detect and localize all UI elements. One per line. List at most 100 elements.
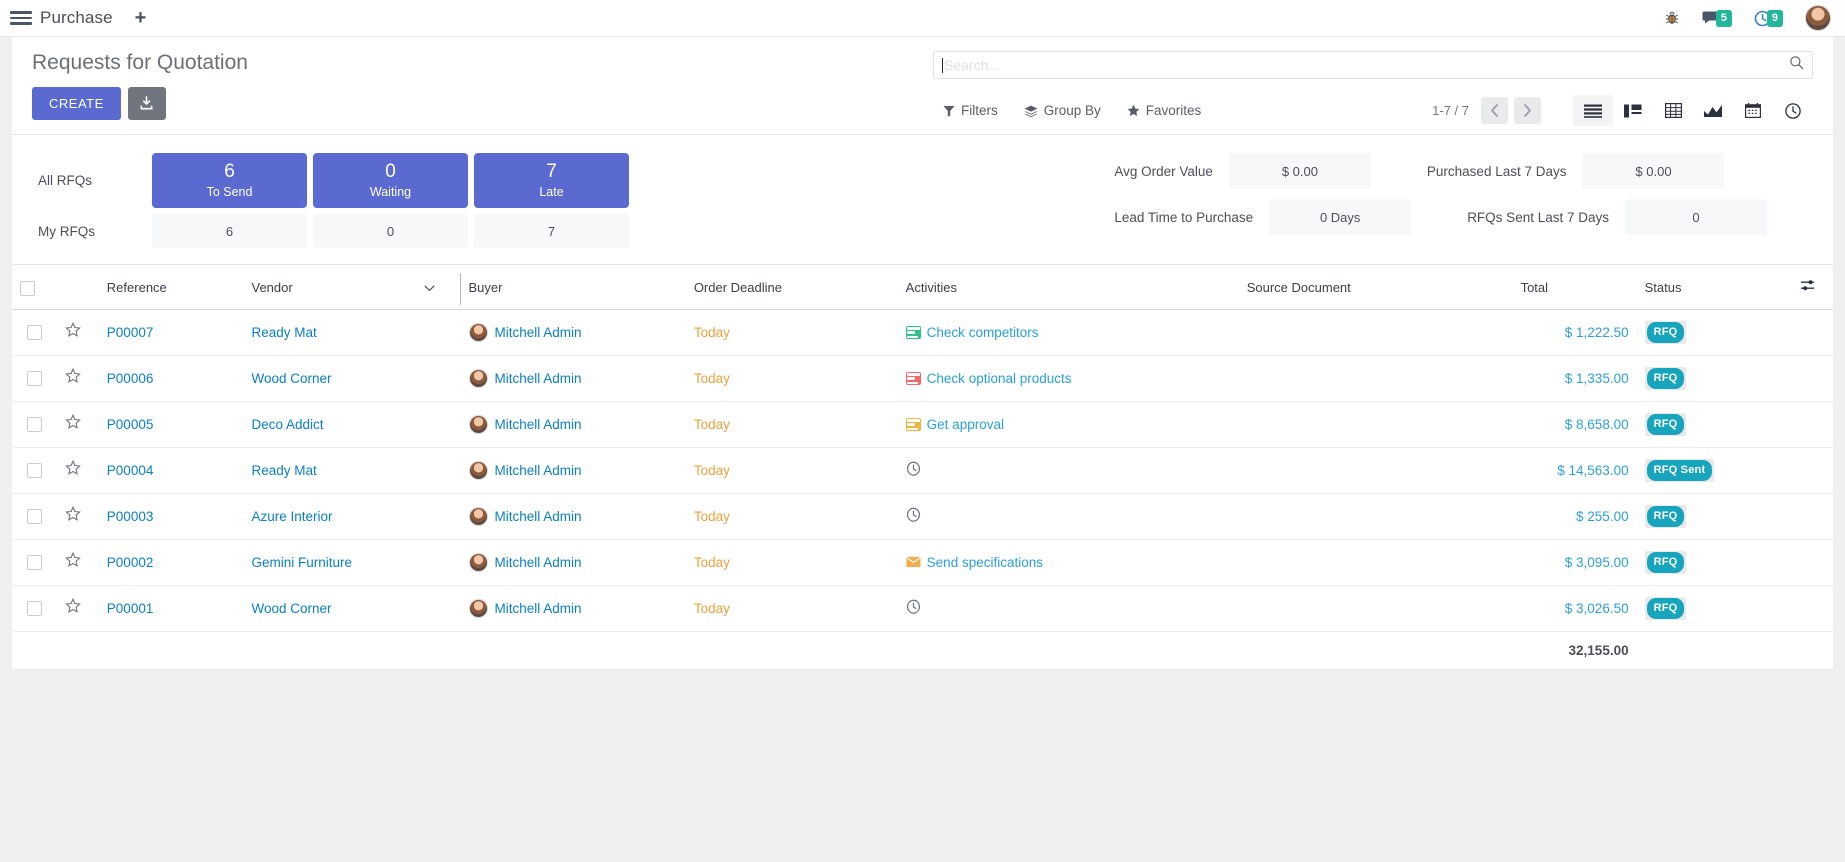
header-total[interactable]: Total bbox=[1512, 265, 1637, 310]
row-activities-cell[interactable]: Get approval bbox=[897, 401, 1239, 448]
star-icon[interactable] bbox=[65, 597, 82, 618]
pivot-view-icon[interactable] bbox=[1653, 95, 1693, 126]
column-options-icon[interactable] bbox=[1791, 265, 1833, 310]
row-checkbox[interactable] bbox=[27, 325, 43, 341]
star-icon[interactable] bbox=[65, 367, 82, 388]
create-button[interactable]: CREATE bbox=[32, 87, 121, 120]
buyer-name[interactable]: Mitchell Admin bbox=[494, 325, 582, 340]
row-activities-cell[interactable] bbox=[897, 493, 1239, 540]
table-row[interactable]: P00001 Wood Corner Mitchell Admin Today $ 3,… bbox=[12, 585, 1833, 632]
lead-time-value[interactable]: 0 Days bbox=[1269, 199, 1412, 235]
purchased-last-7-days-value[interactable]: $ 0.00 bbox=[1582, 153, 1725, 189]
row-buyer-cell[interactable]: Mitchell Admin bbox=[460, 355, 686, 402]
reference-link[interactable]: P00003 bbox=[106, 509, 154, 524]
activity-label[interactable]: Check competitors bbox=[926, 325, 1039, 340]
favorites-button[interactable]: Favorites bbox=[1127, 103, 1201, 118]
table-row[interactable]: P00005 Deco Addict Mitchell Admin Today Get … bbox=[12, 401, 1833, 448]
row-reference-cell[interactable]: P00002 bbox=[98, 539, 244, 586]
buyer-name[interactable]: Mitchell Admin bbox=[494, 371, 582, 386]
star-icon[interactable] bbox=[65, 505, 82, 526]
row-vendor-cell[interactable]: Gemini Furniture bbox=[243, 539, 461, 586]
row-activities-cell[interactable]: Send specifications bbox=[897, 539, 1239, 586]
reference-link[interactable]: P00001 bbox=[106, 601, 154, 616]
kpi-waiting-mine[interactable]: 0 bbox=[313, 214, 468, 248]
reference-link[interactable]: P00007 bbox=[106, 325, 154, 340]
kpi-to-send-mine[interactable]: 6 bbox=[152, 214, 307, 248]
vendor-link[interactable]: Azure Interior bbox=[251, 509, 333, 524]
buyer-name[interactable]: Mitchell Admin bbox=[494, 555, 582, 570]
row-vendor-cell[interactable]: Ready Mat bbox=[243, 447, 461, 494]
kpi-late-mine[interactable]: 7 bbox=[474, 214, 629, 248]
row-activities-cell[interactable]: Check competitors bbox=[897, 309, 1239, 356]
vendor-link[interactable]: Deco Addict bbox=[251, 417, 324, 432]
hamburger-menu-icon[interactable] bbox=[10, 9, 32, 27]
reference-link[interactable]: P00006 bbox=[106, 371, 154, 386]
search-icon[interactable] bbox=[1789, 55, 1804, 75]
row-checkbox[interactable] bbox=[27, 601, 43, 617]
list-view-icon[interactable] bbox=[1573, 95, 1613, 126]
vendor-link[interactable]: Ready Mat bbox=[251, 463, 317, 478]
row-buyer-cell[interactable]: Mitchell Admin bbox=[460, 585, 686, 632]
row-vendor-cell[interactable]: Wood Corner bbox=[243, 585, 461, 632]
header-reference[interactable]: Reference bbox=[98, 265, 244, 310]
header-buyer[interactable]: Buyer bbox=[460, 265, 686, 310]
vendor-link[interactable]: Gemini Furniture bbox=[251, 555, 353, 570]
avatar[interactable] bbox=[1805, 5, 1831, 31]
reference-link[interactable]: P00005 bbox=[106, 417, 154, 432]
activity-label[interactable]: Get approval bbox=[926, 417, 1004, 432]
header-activities[interactable]: Activities bbox=[897, 265, 1239, 310]
row-reference-cell[interactable]: P00005 bbox=[98, 401, 244, 448]
activity-label[interactable]: Send specifications bbox=[926, 555, 1043, 570]
row-buyer-cell[interactable]: Mitchell Admin bbox=[460, 493, 686, 540]
row-buyer-cell[interactable]: Mitchell Admin bbox=[460, 539, 686, 586]
calendar-view-icon[interactable] bbox=[1733, 95, 1773, 126]
star-icon[interactable] bbox=[65, 551, 82, 572]
star-icon[interactable] bbox=[65, 413, 82, 434]
star-icon[interactable] bbox=[65, 459, 82, 480]
kpi-waiting-all[interactable]: 0 Waiting bbox=[313, 153, 468, 208]
row-buyer-cell[interactable]: Mitchell Admin bbox=[460, 447, 686, 494]
header-status[interactable]: Status bbox=[1636, 265, 1792, 310]
table-row[interactable]: P00004 Ready Mat Mitchell Admin Today $ 14,5… bbox=[12, 447, 1833, 494]
clock-icon[interactable] bbox=[906, 507, 921, 526]
kpi-to-send-all[interactable]: 6 To Send bbox=[152, 153, 307, 208]
row-activities-cell[interactable] bbox=[897, 447, 1239, 494]
pager-next-button[interactable] bbox=[1514, 97, 1541, 124]
vendor-link[interactable]: Ready Mat bbox=[251, 325, 317, 340]
table-row[interactable]: P00007 Ready Mat Mitchell Admin Today Check … bbox=[12, 309, 1833, 356]
row-buyer-cell[interactable]: Mitchell Admin bbox=[460, 309, 686, 356]
clock-icon[interactable] bbox=[906, 461, 921, 480]
table-row[interactable]: P00002 Gemini Furniture Mitchell Admin Toda… bbox=[12, 539, 1833, 586]
clock-icon[interactable] bbox=[906, 599, 921, 618]
filters-button[interactable]: Filters bbox=[943, 103, 998, 118]
graph-view-icon[interactable] bbox=[1693, 95, 1733, 126]
groupby-button[interactable]: Group By bbox=[1024, 103, 1101, 118]
row-reference-cell[interactable]: P00001 bbox=[98, 585, 244, 632]
row-checkbox[interactable] bbox=[27, 509, 43, 525]
kanban-view-icon[interactable] bbox=[1613, 95, 1653, 126]
vendor-link[interactable]: Wood Corner bbox=[251, 371, 332, 386]
activity-view-icon[interactable] bbox=[1773, 95, 1813, 126]
row-vendor-cell[interactable]: Deco Addict bbox=[243, 401, 461, 448]
upload-button[interactable] bbox=[127, 87, 166, 120]
column-resize-handle[interactable] bbox=[459, 273, 461, 305]
row-vendor-cell[interactable]: Azure Interior bbox=[243, 493, 461, 540]
vendor-link[interactable]: Wood Corner bbox=[251, 601, 332, 616]
pager-previous-button[interactable] bbox=[1481, 97, 1508, 124]
row-checkbox[interactable] bbox=[27, 555, 43, 571]
app-title[interactable]: Purchase bbox=[40, 8, 113, 27]
row-reference-cell[interactable]: P00004 bbox=[98, 447, 244, 494]
bug-icon[interactable] bbox=[1664, 10, 1680, 26]
buyer-name[interactable]: Mitchell Admin bbox=[494, 509, 582, 524]
star-icon[interactable] bbox=[65, 321, 82, 342]
reference-link[interactable]: P00004 bbox=[106, 463, 154, 478]
rfqs-sent-last-7-days-value[interactable]: 0 bbox=[1625, 199, 1767, 235]
activities-icon[interactable]: 9 bbox=[1754, 9, 1783, 27]
row-checkbox[interactable] bbox=[27, 371, 43, 387]
buyer-name[interactable]: Mitchell Admin bbox=[494, 601, 582, 616]
row-checkbox[interactable] bbox=[27, 463, 43, 479]
row-activities-cell[interactable]: Check optional products bbox=[897, 355, 1239, 402]
select-all-checkbox[interactable] bbox=[20, 280, 35, 296]
avg-order-value-value[interactable]: $ 0.00 bbox=[1228, 153, 1371, 189]
reference-link[interactable]: P00002 bbox=[106, 555, 154, 570]
